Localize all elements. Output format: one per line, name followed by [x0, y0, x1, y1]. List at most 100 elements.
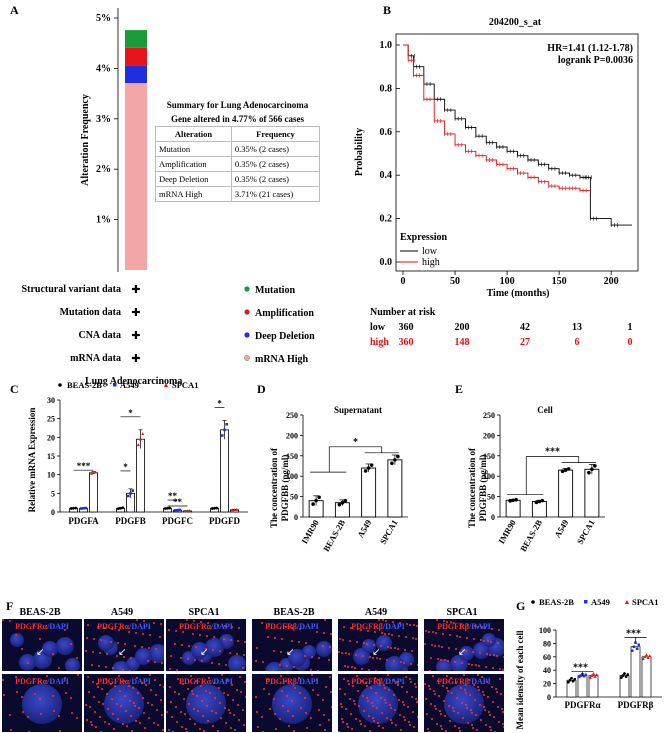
signal-dot: [195, 646, 197, 648]
signal-dot: [368, 669, 370, 671]
dapi-label: DAPI: [471, 677, 491, 686]
signal-dot: [319, 724, 321, 726]
dapi-label: DAPI: [49, 677, 69, 686]
signal-dot: [491, 628, 493, 630]
logrank-p: logrank P=0.0036: [558, 55, 633, 66]
signal-dot: [386, 659, 388, 661]
signal-dot: [502, 669, 504, 671]
stain-sep: /: [468, 677, 472, 686]
signal-dot: [390, 707, 392, 709]
signal-dot: [236, 653, 238, 655]
signal-dot: [33, 678, 35, 680]
data-point: [643, 655, 647, 658]
signal-dot: [353, 700, 355, 702]
signal-dot: [212, 725, 214, 727]
dapi-label: DAPI: [131, 677, 151, 686]
dapi-label: DAPI: [299, 622, 319, 631]
micrograph-zoom: PDGFRβ/DAPI: [338, 674, 418, 732]
signal-dot: [175, 630, 177, 632]
signal-dot: [157, 724, 159, 726]
signal-dot: [231, 684, 233, 686]
signal-dot: [92, 651, 94, 653]
signal-dot: [211, 662, 213, 664]
col-title: A549: [365, 607, 387, 618]
signal-dot: [385, 620, 387, 622]
signal-dot: [457, 712, 459, 714]
signal-dot: [275, 728, 277, 730]
signal-dot: [15, 676, 17, 678]
signal-dot: [356, 675, 358, 677]
signal-dot: [170, 655, 172, 657]
signal-dot: [322, 699, 324, 701]
signal-dot: [489, 726, 491, 728]
risk-table: Number at risk low high 360 200 42 13 1 360 14…: [370, 307, 633, 348]
signal-dot: [209, 692, 211, 694]
signal-dot: [479, 652, 481, 654]
signal-dot: [344, 665, 346, 667]
x-tick-label: PDGFRα: [564, 700, 600, 710]
signal-dot: [199, 634, 201, 636]
signal-dot: [316, 631, 318, 633]
signal-dot: [148, 647, 150, 649]
signal-dot: [468, 679, 470, 681]
signal-dot: [415, 698, 417, 700]
signal-dot: [98, 701, 100, 703]
signal-dot: [87, 676, 89, 678]
nucleus: [22, 684, 62, 724]
sig-label: ***: [77, 461, 91, 471]
signal-dot: [21, 696, 23, 698]
y-tick-label: 150: [483, 452, 495, 461]
x-tick-label: 50: [450, 276, 460, 287]
signal-dot: [52, 695, 54, 697]
signal-dot: [378, 679, 380, 681]
data-point: [621, 674, 625, 677]
signal-dot: [183, 698, 185, 700]
data-point: [571, 679, 575, 683]
data-point: [174, 509, 177, 512]
signal-dot: [255, 660, 257, 662]
panel-label-g: G: [516, 599, 525, 613]
signal-dot: [181, 644, 183, 646]
panel-label-e: E: [455, 382, 463, 396]
signal-dot: [280, 651, 282, 653]
nucleus: [112, 661, 130, 671]
y-tick-label: 0: [547, 693, 551, 702]
signal-dot: [499, 668, 501, 670]
signal-dot: [197, 710, 199, 712]
signal-dot: [357, 628, 359, 630]
data-point: [560, 469, 565, 474]
data-point: [188, 509, 192, 513]
signal-dot: [352, 685, 354, 687]
data-point: [620, 676, 623, 679]
signal-dot: [384, 699, 386, 701]
risk-low-value: 200: [455, 322, 470, 333]
signal-dot: [362, 695, 364, 697]
nucleus: [104, 684, 144, 724]
signal-dot: [176, 669, 178, 671]
signal-dot: [111, 628, 113, 630]
signal-dot: [100, 639, 102, 641]
signal-dot: [344, 693, 346, 695]
signal-dot: [168, 629, 170, 631]
table-header: Frequency: [230, 126, 321, 142]
signal-dot: [293, 666, 295, 668]
signal-dot: [496, 691, 498, 693]
arrow-icon: ↙: [372, 647, 381, 658]
bar-spca1: [89, 472, 98, 513]
signal-dot: [412, 711, 414, 713]
data-point: [235, 508, 239, 511]
signal-dot: [236, 689, 238, 691]
signal-dot: [406, 623, 408, 625]
signal-dot: [437, 680, 439, 682]
signal-dot: [118, 629, 120, 631]
data-point: [82, 506, 85, 510]
signal-dot: [257, 726, 259, 728]
signal-dot: [161, 662, 163, 664]
data-point: [369, 463, 374, 467]
signal-dot: [403, 716, 405, 718]
signal-dot: [447, 690, 449, 692]
arrow-icon: ↙: [36, 647, 45, 658]
legend-spca1: SPCA1: [632, 597, 658, 607]
signal-dot: [304, 697, 306, 699]
bar-a549: [220, 429, 229, 513]
